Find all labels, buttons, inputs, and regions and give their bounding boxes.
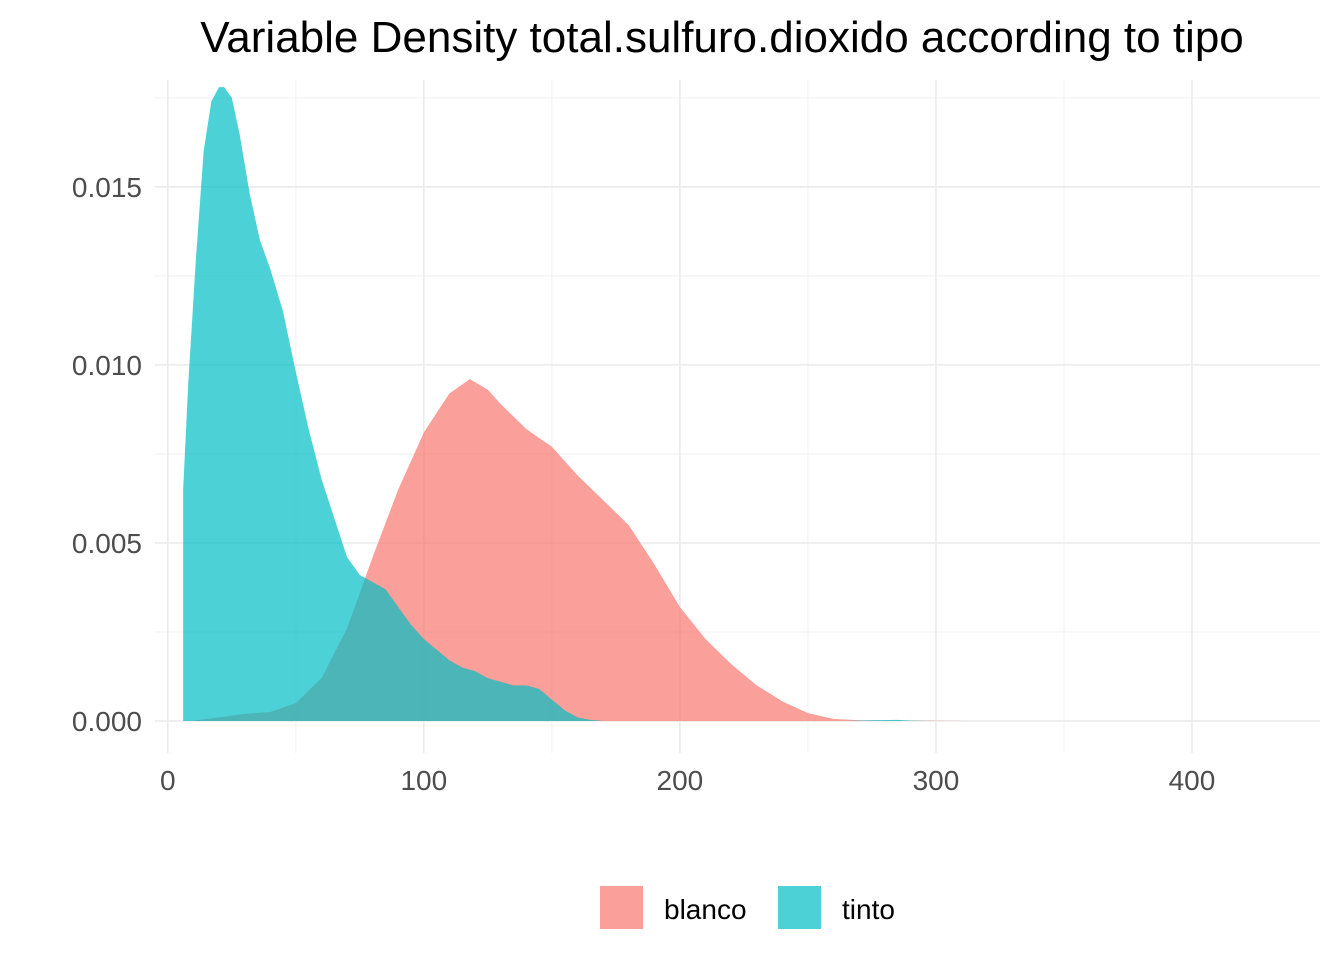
legend-key-blanco [600, 886, 643, 929]
grid [155, 80, 1320, 753]
axis-ticks: 0 100 200 300 400 0.000 0.005 0.010 0.015 [72, 172, 1215, 796]
y-tick-label: 0.005 [72, 528, 142, 559]
density-area-tinto [183, 87, 936, 721]
legend: blanco tinto [600, 886, 895, 929]
y-tick-label: 0.000 [72, 706, 142, 737]
x-tick-label: 400 [1169, 765, 1216, 796]
x-tick-label: 100 [400, 765, 447, 796]
x-tick-label: 200 [657, 765, 704, 796]
x-tick-label: 300 [913, 765, 960, 796]
y-tick-label: 0.010 [72, 350, 142, 381]
y-tick-label: 0.015 [72, 172, 142, 203]
density-areas [183, 87, 970, 721]
x-tick-label: 0 [160, 765, 176, 796]
chart-title: Variable Density total.sulfuro.dioxido a… [200, 13, 1244, 62]
legend-label-blanco: blanco [664, 894, 747, 925]
legend-key-tinto [778, 886, 821, 929]
legend-label-tinto: tinto [842, 894, 895, 925]
